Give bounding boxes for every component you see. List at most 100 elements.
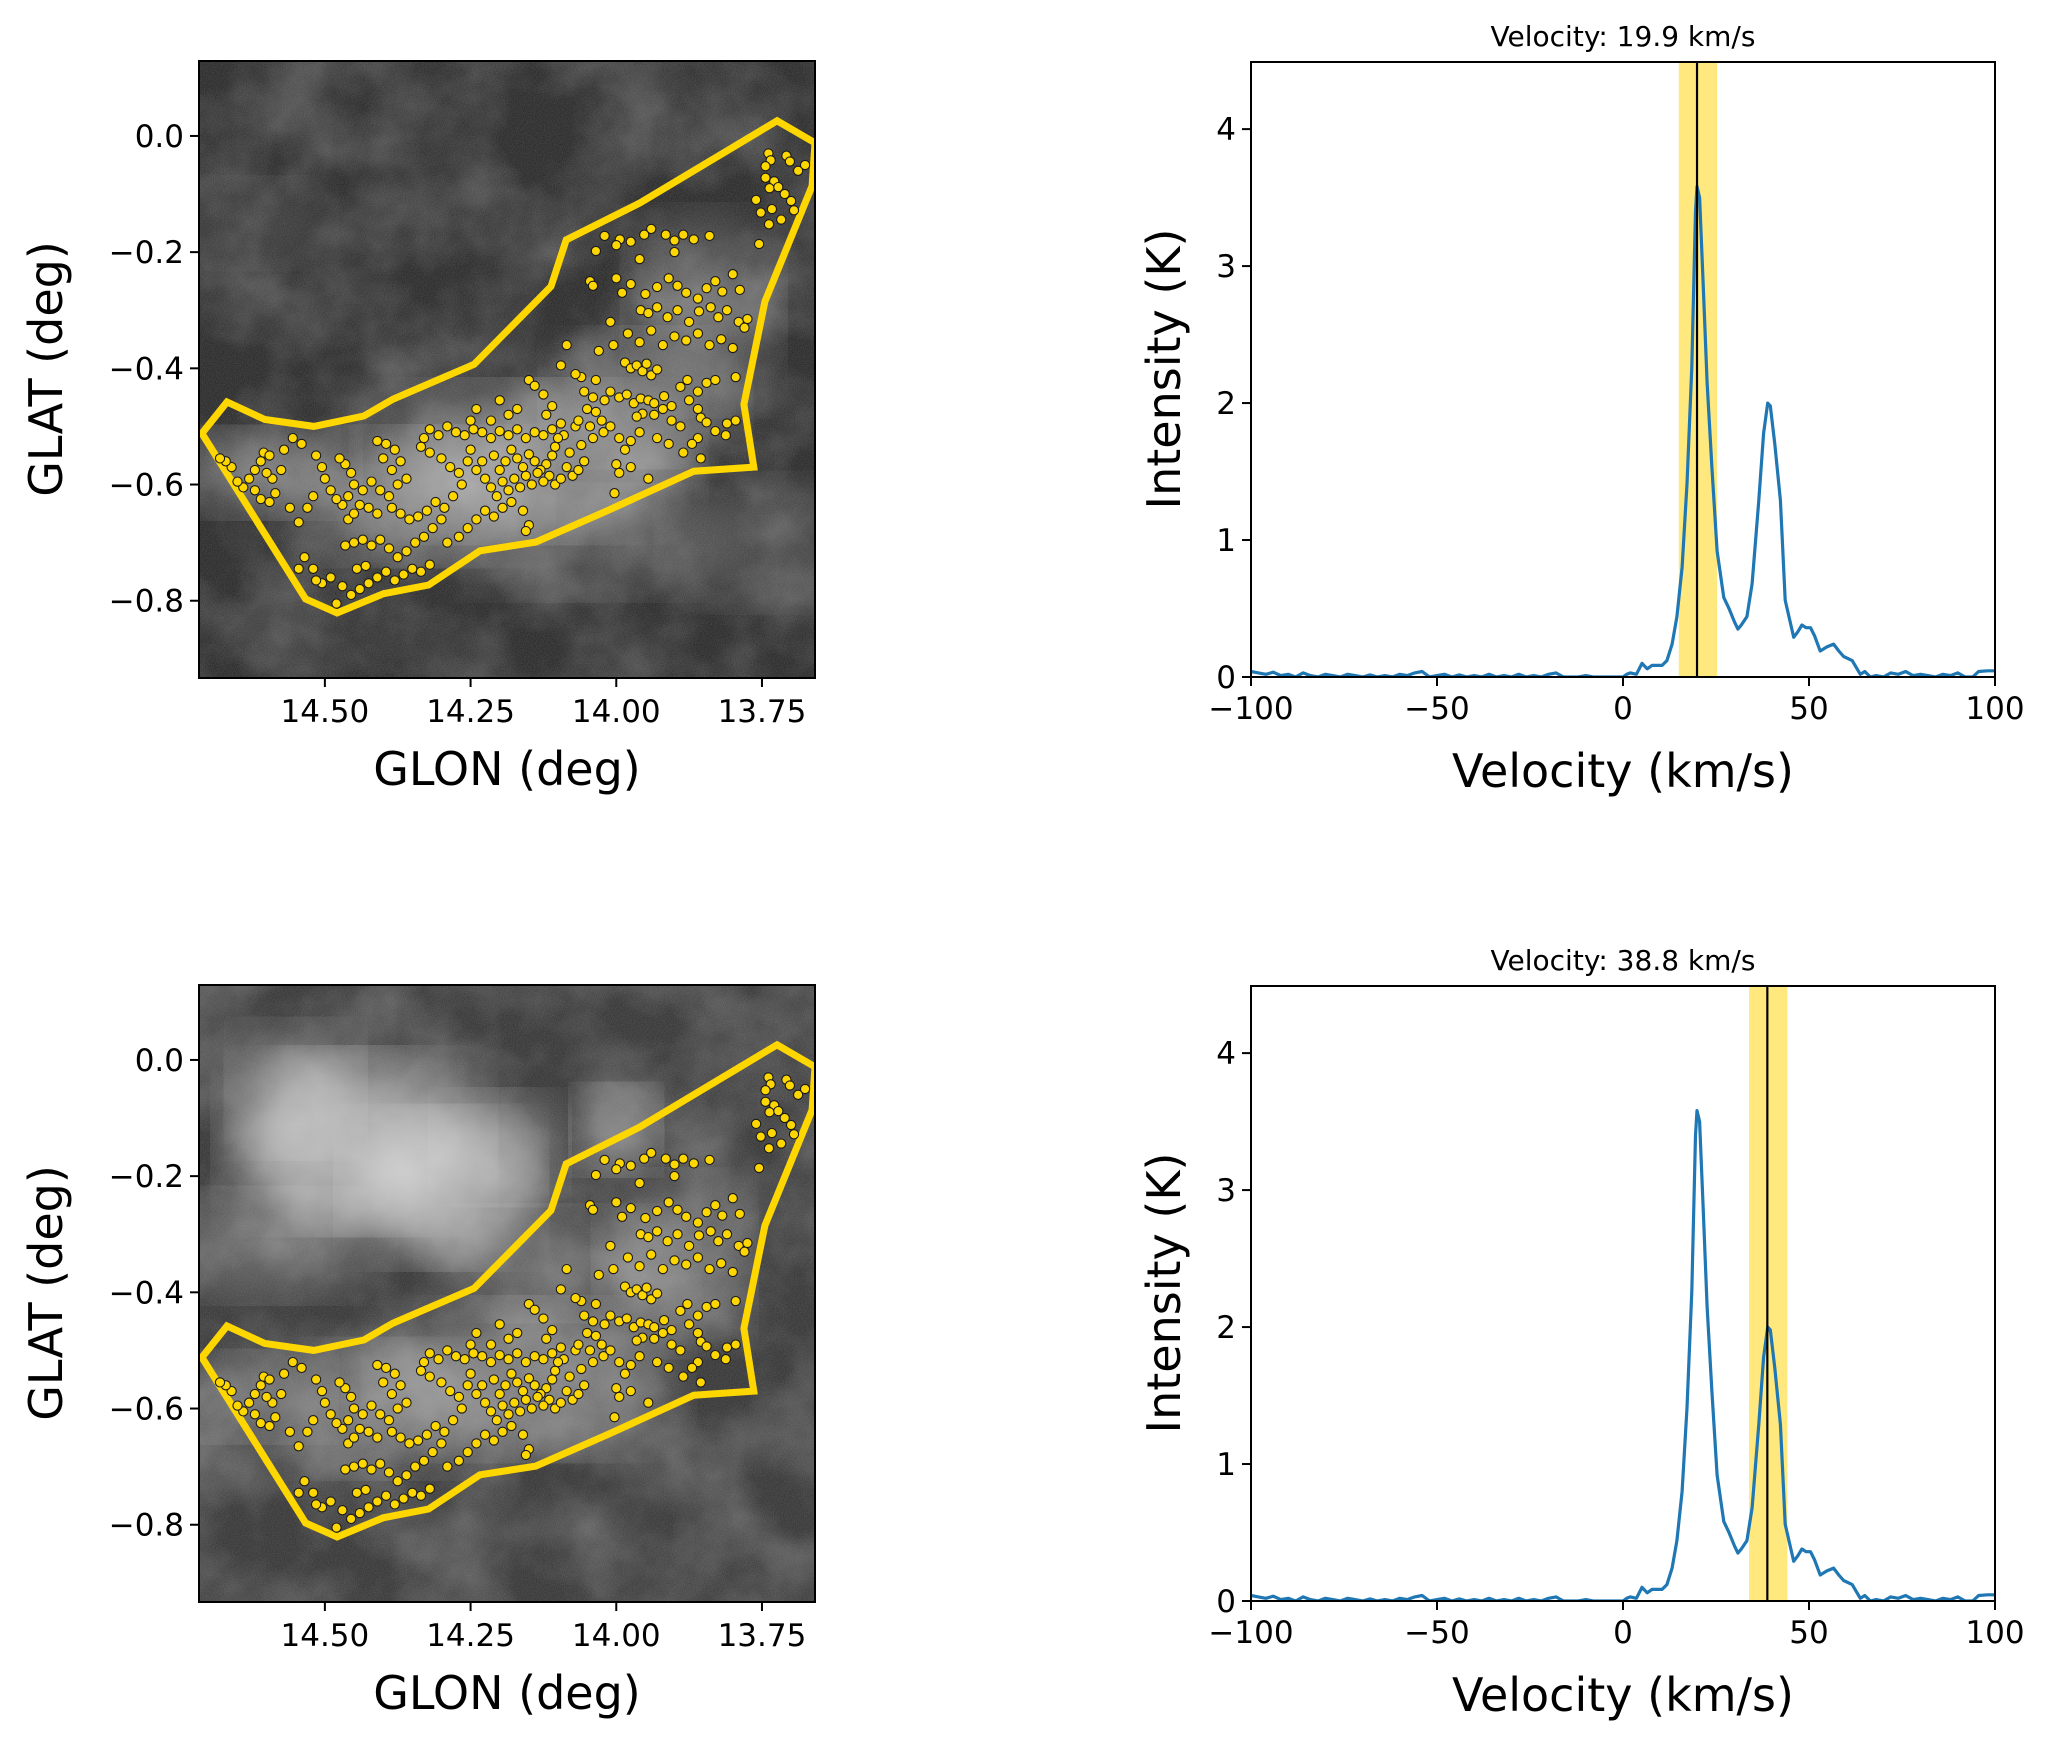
source-marker — [479, 473, 491, 484]
x-tick-label: 14.00 — [572, 1618, 661, 1654]
source-marker — [255, 456, 266, 467]
source-marker — [675, 1305, 686, 1317]
source-marker — [621, 1313, 632, 1324]
source-marker — [742, 1237, 753, 1249]
source-marker — [649, 398, 660, 409]
source-marker — [479, 505, 491, 516]
source-marker — [555, 1284, 567, 1295]
source-marker — [678, 1371, 689, 1382]
source-marker — [590, 406, 602, 418]
source-marker — [596, 415, 607, 426]
source-marker — [424, 1483, 435, 1494]
source-marker — [337, 581, 348, 592]
source-marker — [593, 345, 604, 357]
source-marker — [669, 235, 680, 246]
source-marker — [532, 467, 543, 479]
source-marker — [590, 245, 602, 257]
x-tick-label: 14.00 — [572, 694, 661, 730]
x-tick-label: −50 — [1404, 691, 1469, 727]
source-marker — [710, 425, 721, 437]
source-marker — [716, 334, 727, 345]
source-marker — [310, 450, 322, 461]
source-marker — [386, 1426, 398, 1437]
source-marker — [529, 380, 540, 391]
source-marker — [380, 566, 392, 577]
source-marker — [299, 1476, 310, 1487]
source-marker — [710, 1200, 721, 1211]
source-marker — [357, 485, 368, 496]
x-tick-label: 100 — [1965, 691, 2024, 727]
source-marker — [497, 1426, 508, 1437]
source-marker — [485, 1406, 497, 1417]
source-marker — [619, 444, 631, 455]
source-marker — [573, 1339, 584, 1350]
source-marker — [412, 1435, 424, 1446]
source-marker — [529, 456, 540, 467]
y-tick-label: 0.0 — [135, 1043, 184, 1079]
source-marker — [692, 1252, 704, 1263]
source-marker — [424, 559, 435, 570]
spectrum-line-bottom — [1251, 1108, 1995, 1601]
source-marker — [276, 464, 287, 476]
source-marker — [625, 278, 636, 290]
source-marker — [410, 537, 421, 548]
source-marker — [380, 438, 392, 450]
source-marker — [555, 1342, 567, 1353]
source-marker — [383, 1415, 395, 1426]
source-marker — [704, 230, 715, 242]
source-marker — [415, 566, 427, 577]
source-marker — [672, 1204, 683, 1215]
source-marker — [249, 485, 261, 496]
source-marker — [755, 1131, 766, 1142]
source-marker — [611, 1164, 622, 1175]
source-marker — [672, 1229, 683, 1240]
source-marker — [284, 502, 296, 513]
source-marker — [779, 188, 790, 200]
source-marker — [625, 1385, 636, 1397]
source-marker — [625, 236, 636, 247]
source-marker — [456, 479, 467, 490]
source-marker — [695, 453, 706, 464]
source-marker — [500, 456, 511, 467]
source-marker — [727, 269, 738, 280]
source-marker — [646, 1249, 657, 1260]
source-marker — [727, 1193, 738, 1204]
source-marker — [710, 276, 721, 287]
source-marker — [392, 479, 403, 490]
source-marker — [354, 499, 365, 511]
source-marker — [412, 511, 424, 522]
source-marker — [366, 1400, 377, 1411]
source-marker — [334, 453, 345, 464]
source-marker — [693, 1230, 705, 1241]
source-marker — [514, 482, 526, 493]
map-image-bottom — [199, 985, 815, 1602]
source-marker — [517, 1429, 529, 1440]
source-marker — [584, 421, 596, 432]
source-marker — [730, 1295, 741, 1307]
source-marker — [683, 1240, 695, 1252]
y-tick-label: −0.4 — [109, 351, 184, 387]
source-marker — [640, 288, 651, 300]
source-marker — [766, 1127, 778, 1139]
source-marker — [520, 1356, 532, 1368]
source-marker — [270, 1412, 281, 1423]
source-marker — [611, 240, 622, 251]
source-marker — [792, 1089, 804, 1100]
source-marker — [520, 1449, 532, 1461]
source-marker — [450, 1351, 462, 1362]
source-marker — [705, 1226, 716, 1237]
source-marker — [704, 339, 715, 351]
source-marker — [573, 464, 584, 476]
source-marker — [494, 395, 505, 406]
source-marker — [701, 1301, 712, 1313]
source-marker — [462, 456, 473, 467]
source-marker — [249, 1409, 261, 1420]
spectrum-yticks-top: 0 1 2 3 4 — [1216, 112, 1251, 696]
source-markers-top — [214, 148, 811, 609]
source-marker — [348, 537, 360, 548]
source-marker — [704, 1263, 715, 1275]
source-marker — [561, 1263, 572, 1275]
source-marker — [529, 1304, 540, 1315]
source-marker — [380, 1490, 392, 1501]
